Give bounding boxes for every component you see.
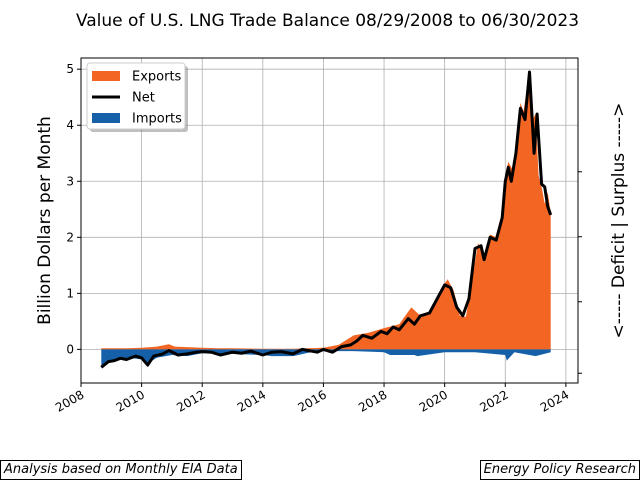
x-tick-label: 2008 [53, 387, 86, 414]
x-tick-label: 2014 [235, 387, 268, 414]
y-tick-label: 0 [66, 342, 74, 356]
legend-label-imports: Imports [132, 112, 182, 127]
legend-swatch-exports [92, 71, 120, 81]
x-tick-label: 2016 [295, 387, 328, 414]
chart-title: Value of U.S. LNG Trade Balance 08/29/20… [76, 11, 579, 31]
y-tick-label: 5 [66, 62, 74, 76]
x-tick-label: 2010 [114, 387, 147, 414]
y-tick-label: 4 [66, 118, 74, 132]
x-tick-label: 2012 [174, 387, 207, 414]
x-tick-label: 2024 [538, 387, 571, 414]
series-net-line [100, 70, 553, 369]
grid-lines [80, 58, 578, 383]
right-axis-label: <----- Deficit | Surplus -----> [609, 103, 629, 339]
x-tick-label: 2022 [477, 387, 510, 414]
legend-swatch-imports [92, 113, 120, 123]
plot-frame [80, 57, 579, 384]
legend-label-exports: Exports [132, 70, 182, 85]
y-tick-label: 2 [66, 230, 74, 244]
series-imports-area [101, 349, 551, 367]
plot-lines [100, 70, 553, 369]
footer-right-note: Energy Policy Research [479, 460, 640, 480]
series-exports-area [101, 72, 551, 350]
y-tick-label: 1 [66, 286, 74, 300]
legend: Exports Net Imports [86, 62, 188, 132]
legend-label-net: Net [132, 91, 155, 106]
y-axis-label: Billion Dollars per Month [35, 116, 55, 325]
x-tick-label: 2018 [356, 387, 389, 414]
plot-areas [101, 72, 551, 367]
x-tick-label: 2020 [417, 387, 450, 414]
y-tick-label: 3 [66, 174, 74, 188]
footer-left-note: Analysis based on Monthly EIA Data [0, 460, 242, 480]
